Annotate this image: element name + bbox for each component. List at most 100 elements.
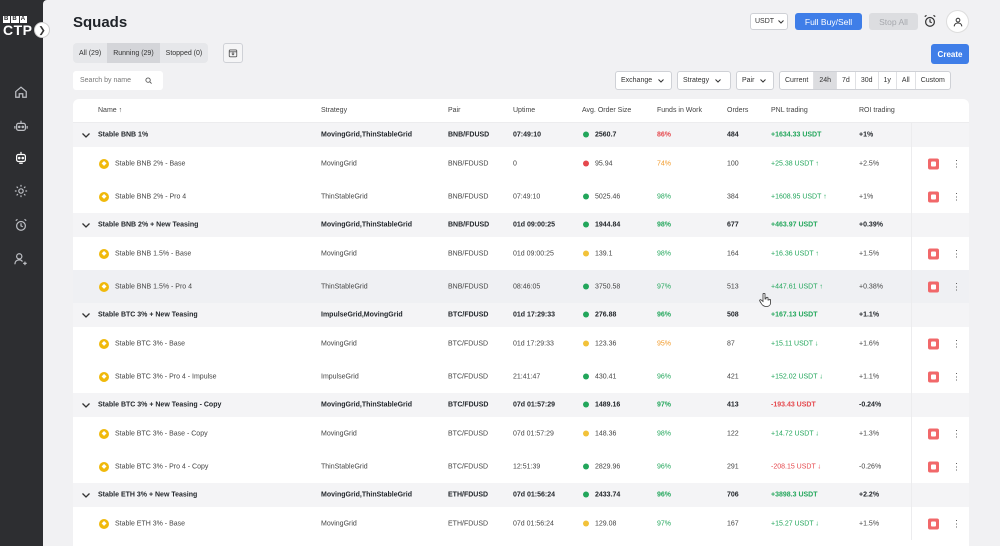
more-options-icon[interactable]: ⋮ [952,461,961,471]
settings-icon[interactable] [13,183,29,199]
logo-letter: B [3,16,11,23]
more-options-icon[interactable]: ⋮ [952,371,961,381]
tab-running[interactable]: Running (29) [107,43,160,63]
period-all[interactable]: All [897,72,916,89]
exchange-filter[interactable]: Exchange [615,71,672,90]
bot-row[interactable]: ◆ Stable ETH 3% - Base MovingGrid ETH/FDUSD… [73,507,969,540]
col-pnl[interactable]: PNL trading [771,107,808,114]
bot-row[interactable]: ◆ Stable BNB 1.5% - Base MovingGrid BNB/FDU… [73,237,969,270]
stop-bot-icon[interactable] [928,281,939,292]
pair-cell: BTC/FDUSD [448,311,489,319]
bot-row[interactable]: ◆ Stable BNB 1.5% - Pro 4 ThinStableGrid BN… [73,270,969,303]
squad-group-row[interactable]: Stable BTC 3% + New Teasing ImpulseGrid,M… [73,303,969,327]
period-current[interactable]: Current [780,72,815,89]
avg-order-cell: 5025.46 [583,193,620,200]
more-options-icon[interactable]: ⋮ [952,338,961,348]
actions-divider [911,123,912,147]
bot-name[interactable]: Stable BTC 3% - Base [115,340,186,347]
more-options-icon[interactable]: ⋮ [952,428,961,438]
chevron-down-icon [658,78,664,83]
squad-group-row[interactable]: Stable BNB 2% + New Teasing MovingGrid,Th… [73,213,969,237]
stop-bot-icon[interactable] [928,371,939,382]
chevron-down-icon[interactable] [82,310,90,320]
table-header: Name ↑ Strategy Pair Uptime Avg. Order S… [73,99,969,123]
squad-group-row[interactable]: Stable BNB 1% MovingGrid,ThinStableGrid BN… [73,123,969,147]
squad-group-row[interactable]: Stable BTC 3% + New Teasing - Copy Moving… [73,393,969,417]
chevron-down-icon[interactable] [82,220,90,230]
more-options-icon[interactable]: ⋮ [952,518,961,528]
tab-all[interactable]: All (29) [79,49,102,57]
squads-icon[interactable] [7,144,35,172]
more-options-icon[interactable]: ⋮ [952,248,961,258]
period-30d[interactable]: 30d [856,72,879,89]
tab-stopped[interactable]: Stopped (0) [165,49,203,57]
sidebar-collapse-button[interactable]: ❯ [34,22,50,38]
more-options-icon[interactable]: ⋮ [952,158,961,168]
period-1y[interactable]: 1y [879,72,897,89]
bot-name[interactable]: Stable ETH 3% - Base [115,520,186,527]
user-avatar[interactable] [946,10,969,33]
stop-bot-icon[interactable] [928,158,939,169]
bot-name[interactable]: Stable BNB 1.5% - Base [115,250,192,257]
col-uptime[interactable]: Uptime [513,107,536,114]
robot-icon[interactable] [13,118,29,134]
squad-group-row[interactable]: Stable ETH 3% + New Teasing MovingGrid,Th… [73,483,969,507]
period-24h[interactable]: 24h [814,72,838,89]
pair-filter[interactable]: Pair [736,71,774,90]
col-name[interactable]: Name ↑ [98,107,123,114]
col-strategy[interactable]: Strategy [321,107,348,114]
stop-bot-icon[interactable] [928,191,939,202]
bot-row[interactable]: ◆ Stable BTC 3% - Pro 4 - Copy ThinStableG… [73,450,969,483]
period-7d[interactable]: 7d [837,72,856,89]
user-settings-icon[interactable] [13,251,29,267]
col-pair[interactable]: Pair [448,107,461,114]
avg-order-cell: 123.36 [583,340,616,347]
bot-name[interactable]: Stable BNB 1.5% - Pro 4 [115,283,193,290]
home-icon[interactable] [13,84,29,100]
bot-name[interactable]: Stable BTC 3% - Base - Copy [115,430,208,437]
search-input[interactable]: Search by name [73,71,163,90]
chevron-down-icon[interactable] [82,400,90,410]
currency-select[interactable]: USDT [750,13,788,30]
alarm-icon[interactable] [13,217,29,233]
notifications-icon[interactable] [923,14,937,28]
stop-bot-icon[interactable] [928,338,939,349]
chevron-down-icon[interactable] [82,490,90,500]
bot-name[interactable]: Stable BNB 2% - Base [115,160,186,167]
orders-cell: 167 [727,520,739,527]
col-orders[interactable]: Orders [727,107,749,114]
export-button[interactable] [223,43,243,63]
create-button[interactable]: Create [931,44,969,64]
more-options-icon[interactable]: ⋮ [952,191,961,201]
coin-icon: ◆ [99,158,109,169]
stop-bot-icon[interactable] [928,518,939,529]
uptime-cell: 01d 09:00:25 [513,250,554,257]
full-buy-sell-button[interactable]: Full Buy/Sell [795,13,862,30]
stop-bot-icon[interactable] [928,428,939,439]
avg-order-value: 2560.7 [595,131,617,139]
bot-row[interactable]: ◆ Stable BNB 2% - Base MovingGrid BNB/FDUSD… [73,147,969,180]
col-roi[interactable]: ROI trading [859,107,895,114]
more-options-icon[interactable]: ⋮ [952,281,961,291]
bot-row[interactable]: ◆ Stable BTC 3% - Base - Copy MovingGrid BT… [73,417,969,450]
funds-cell: 96% [657,463,672,470]
chevron-down-icon[interactable] [82,130,90,140]
bot-row[interactable]: ◆ Stable BNB 2% - Pro 4 ThinStableGrid BNB/… [73,180,969,213]
avg-order-value: 276.88 [595,311,617,319]
stop-bot-icon[interactable] [928,248,939,259]
col-funds-in-work[interactable]: Funds in Work [657,107,702,114]
bot-row[interactable]: ◆ Stable BTC 3% - Pro 4 - Impulse ImpulseG… [73,360,969,393]
pair-cell: BNB/FDUSD [448,250,489,257]
bot-name[interactable]: Stable BNB 2% - Pro 4 [115,193,187,200]
bot-name[interactable]: Stable BTC 3% - Pro 4 - Copy [115,463,209,470]
bot-row[interactable]: ◆ Stable BTC 3% - Base MovingGrid BTC/FDUSD… [73,327,969,360]
strategy-filter[interactable]: Strategy [677,71,731,90]
stop-all-button[interactable]: Stop All [869,13,918,30]
col-avg-order-size[interactable]: Avg. Order Size [582,107,632,114]
bot-name[interactable]: Stable BTC 3% - Pro 4 - Impulse [115,373,217,380]
stop-bot-icon[interactable] [928,461,939,472]
period-custom[interactable]: Custom [920,77,945,84]
pair-cell: BTC/FDUSD [448,463,489,470]
strategy-cell: ThinStableGrid [321,463,368,470]
roi-cell: +2.5% [859,160,880,167]
